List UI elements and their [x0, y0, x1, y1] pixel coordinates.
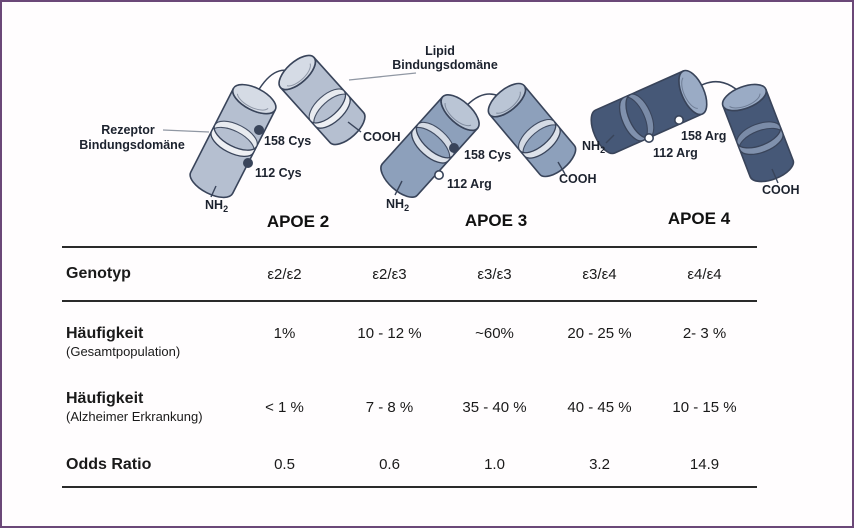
table-row-haeufigkeit-alzheimer: Häufigkeit (Alzheimer Erkrankung) < 1 % 7… — [62, 371, 757, 443]
cooh-label-apoe4: COOH — [762, 183, 800, 197]
cooh-label-apoe2: COOH — [363, 130, 401, 144]
site-marker-layer — [243, 115, 684, 181]
site-label-112arg-apoe4: 112 Arg — [653, 146, 698, 160]
site-marker-open — [673, 115, 684, 126]
cooh-label-apoe3: COOH — [559, 172, 597, 186]
table-cell: 35 - 40 % — [462, 398, 527, 416]
site-label-112arg-apoe3: 112 Arg — [447, 177, 492, 191]
nh2-subscript: 2 — [404, 203, 409, 213]
site-label-158cys-apoe2: 158 Cys — [264, 134, 311, 148]
table-cell: 40 - 45 % — [567, 398, 632, 416]
nh2-text: NH — [582, 139, 600, 153]
lipid-domain-label-line1: Lipid — [425, 44, 455, 58]
cooh-connector-apoe4 — [771, 168, 779, 184]
row-label-genotyp: Genotyp — [62, 265, 232, 283]
row-label-text: Häufigkeit — [66, 325, 144, 342]
nh2-connector-apoe3 — [394, 180, 403, 196]
site-marker-open — [643, 133, 654, 144]
table-cell: 10 - 15 % — [672, 398, 737, 416]
nh2-connector-apoe2 — [210, 185, 217, 198]
table-cell: ε2/ε3 — [372, 265, 407, 283]
nh2-connector-apoe4 — [605, 134, 615, 144]
cooh-connector-apoe3 — [557, 161, 566, 175]
genotype-table: Genotyp ε2/ε2 ε2/ε3 ε3/ε3 ε3/ε4 ε4/ε4 Hä… — [62, 246, 757, 488]
table-cell: ε2/ε2 — [267, 265, 302, 283]
isoform-title-apoe3: APOE 3 — [465, 211, 527, 230]
table-cell: 7 - 8 % — [365, 398, 414, 416]
site-marker-filled — [254, 125, 265, 136]
cooh-connector-apoe2 — [347, 121, 362, 133]
site-label-158arg-apoe4: 158 Arg — [681, 129, 726, 143]
table-cell: 14.9 — [689, 456, 720, 473]
nh2-text: NH — [205, 198, 223, 212]
table-cell: 10 - 12 % — [357, 325, 422, 342]
nh2-label-apoe4: NH2 — [582, 139, 605, 155]
isoform-title-apoe4: APOE 4 — [668, 209, 731, 228]
table-cell: ε3/ε4 — [582, 265, 617, 283]
receptor-domain-pointer-line — [162, 129, 210, 133]
row-label-haeufigkeit-alzheimer: Häufigkeit (Alzheimer Erkrankung) — [62, 390, 232, 424]
receptor-domain-label-line2: Bindungsdomäne — [79, 138, 185, 152]
receptor-domain-label-line1: Rezeptor — [101, 123, 155, 137]
nh2-subscript: 2 — [223, 204, 228, 214]
nh2-text: NH — [386, 197, 404, 211]
table-cell: < 1 % — [265, 398, 304, 416]
cylinder-apoe2-receptor — [189, 83, 277, 199]
nh2-label-apoe2: NH2 — [205, 198, 228, 214]
table-cell: ~60% — [475, 325, 514, 342]
table-cell: 3.2 — [589, 456, 610, 473]
site-marker-filled — [243, 158, 254, 169]
row-sublabel-text: (Alzheimer Erkrankung) — [66, 408, 203, 424]
row-label-haeufigkeit-gesamt: Häufigkeit (Gesamtpopulation) — [62, 302, 232, 359]
cylinder-layer — [189, 54, 795, 199]
table-cell: 0.5 — [274, 456, 295, 473]
lipid-domain-pointer-line — [348, 72, 417, 81]
nh2-label-apoe3: NH2 — [386, 197, 409, 213]
table-cell: ε4/ε4 — [687, 265, 722, 283]
table-cell: 1.0 — [484, 456, 505, 473]
cylinder-apoe4-lipid — [721, 83, 795, 183]
table-row-odds-ratio: Odds Ratio 0.5 0.6 1.0 3.2 14.9 — [62, 443, 757, 488]
row-label-odds-ratio: Odds Ratio — [62, 456, 232, 474]
table-cell: 1% — [273, 325, 296, 342]
cylinder-apoe4-receptor — [590, 69, 708, 155]
row-sublabel-text: (Gesamtpopulation) — [66, 343, 181, 359]
cylinder-apoe3-receptor — [380, 94, 480, 198]
table-row-haeufigkeit-gesamtpopulation: Häufigkeit (Gesamtpopulation) 1% 10 - 12 … — [62, 302, 757, 371]
table-row-genotyp: Genotyp ε2/ε2 ε2/ε3 ε3/ε3 ε3/ε4 ε4/ε4 — [62, 248, 757, 302]
nh2-subscript: 2 — [600, 145, 605, 155]
site-marker-filled — [448, 143, 459, 154]
row-label-text: Genotyp — [66, 265, 131, 283]
site-label-112cys-apoe2: 112 Cys — [255, 166, 302, 180]
cylinder-apoe2-lipid — [278, 54, 366, 146]
isoform-title-apoe2: APOE 2 — [267, 212, 329, 231]
table-cell: 20 - 25 % — [567, 325, 632, 342]
table-cell: ε3/ε3 — [477, 265, 512, 283]
table-cell: 2- 3 % — [682, 325, 727, 342]
lipid-domain-label-line2: Bindungsdomäne — [392, 58, 498, 72]
site-marker-open — [433, 170, 444, 181]
row-label-text: Häufigkeit — [66, 390, 144, 408]
isoform-diagram: Lipid Bindungsdomäne Rezeptor Bindungsdo… — [79, 44, 800, 231]
table-cell: 0.6 — [379, 456, 400, 473]
site-label-158cys-apoe3: 158 Cys — [464, 148, 511, 162]
cylinder-apoe3-lipid — [487, 82, 577, 178]
row-label-text: Odds Ratio — [66, 455, 152, 473]
